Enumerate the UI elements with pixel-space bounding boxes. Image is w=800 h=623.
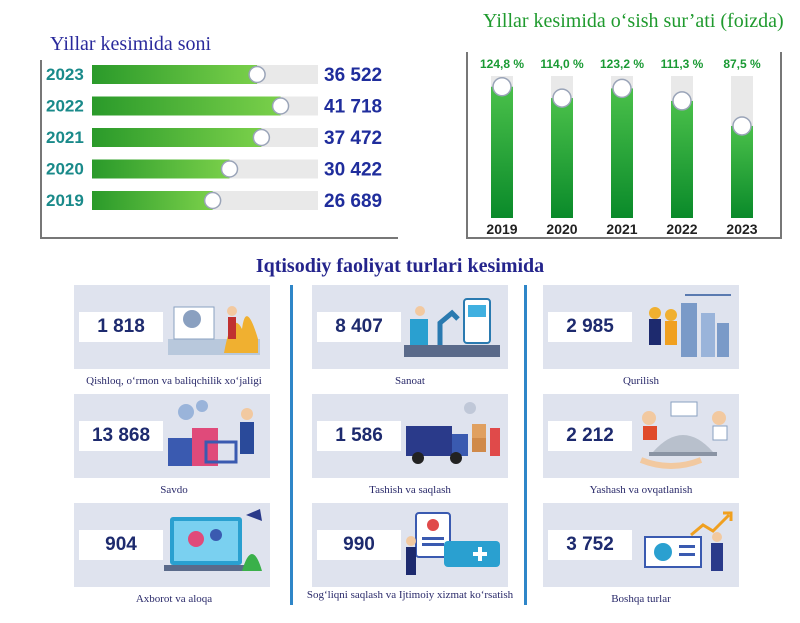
sector-value: 2 985	[548, 312, 632, 342]
v-category-label: 2020	[546, 221, 577, 237]
h-bar-knob	[271, 97, 290, 115]
sector-card-other: 3 752	[543, 503, 739, 587]
h-axis-frame	[40, 60, 398, 239]
h-value-label: 37 472	[324, 128, 382, 149]
h-bar	[92, 159, 230, 179]
sector-value: 990	[317, 530, 401, 560]
count-by-year-chart: 2023 36 522 2022 41 718 2021 37 472 2020 30 422…	[40, 60, 398, 239]
hospitality-illustration-icon	[639, 401, 728, 469]
sector-label: Boshqa turlar	[611, 593, 671, 605]
h-category-label: 2023	[46, 65, 84, 84]
h-value-label: 41 718	[324, 97, 382, 118]
sector-label: Axborot va aloqa	[135, 593, 213, 605]
h-bar	[92, 128, 262, 147]
v-value-label: 114,0 %	[540, 57, 584, 71]
sector-label: Sanoat	[395, 375, 425, 387]
sector-value: 3 752	[548, 530, 632, 560]
section-title: Iqtisodiy faoliyat turlari kesimida	[255, 255, 545, 277]
trade-illustration-icon	[168, 400, 254, 466]
h-category-label: 2021	[46, 128, 84, 147]
column-divider-1	[290, 285, 293, 605]
sector-card-trade: 13 868	[74, 394, 270, 478]
sector-label: Tashish va saqlash	[369, 484, 451, 496]
h-value-label: 30 422	[324, 160, 382, 181]
v-category-label: 2021	[606, 221, 637, 237]
column-divider-2	[524, 285, 527, 605]
agriculture-illustration-icon	[168, 306, 260, 355]
sector-card-hospitality: 2 212	[543, 394, 739, 478]
v-value-label: 111,3 %	[661, 57, 704, 71]
sector-label: Yashash va ovqatlanish	[589, 484, 693, 496]
sector-label: Qishloq, o‘rmon va baliqchilik xo‘jaligi	[86, 375, 262, 387]
h-bar-knob	[248, 65, 266, 84]
h-category-label: 2019	[46, 191, 84, 210]
v-bar	[671, 100, 693, 218]
v-bar	[551, 98, 573, 218]
v-category-label: 2022	[666, 221, 697, 237]
sector-value: 8 407	[317, 312, 401, 342]
sector-value: 2 212	[548, 421, 632, 451]
sector-card-agriculture: 1 818	[74, 285, 270, 369]
v-bar	[491, 86, 513, 219]
v-value-label: 87,5 %	[723, 57, 761, 71]
v-bar-knob	[732, 116, 752, 136]
v-axis-frame	[466, 52, 782, 239]
v-bar-knob	[612, 78, 632, 99]
sector-card-ict: 904	[74, 503, 270, 587]
v-category-label: 2023	[726, 221, 757, 237]
sector-card-health: 990	[312, 503, 508, 587]
h-bar	[92, 191, 213, 210]
sector-value: 1 818	[79, 312, 163, 342]
h-bar	[92, 96, 281, 116]
h-value-label: 26 689	[324, 191, 382, 212]
sector-value: 13 868	[79, 421, 163, 451]
construction-illustration-icon	[649, 294, 731, 357]
sector-value: 904	[79, 530, 163, 560]
v-bar-knob	[672, 91, 692, 111]
right-chart-title: Yillar kesimida o‘sish sur’ati (foizda)	[483, 10, 784, 32]
ict-illustration-icon	[164, 509, 262, 571]
h-value-label: 36 522	[324, 65, 382, 86]
v-bar	[731, 125, 753, 218]
h-bar-knob	[220, 160, 239, 178]
v-bar-knob	[552, 88, 572, 108]
h-bar-knob	[203, 191, 222, 210]
v-category-label: 2019	[486, 221, 517, 237]
sector-label: Sog‘liqni saqlash va Ijtimoiy xizmat ko‘…	[306, 589, 514, 601]
v-value-label: 123,2 %	[600, 57, 644, 71]
h-bar-knob	[252, 128, 271, 147]
sector-label: Qurilish	[622, 375, 660, 387]
v-bar	[611, 88, 633, 218]
sector-card-transport: 1 586	[312, 394, 508, 478]
growth-rate-chart: 124,8 % 2019 114,0 % 2020 123,2 % 2021 111,3 %…	[466, 52, 782, 239]
health-illustration-icon	[406, 512, 500, 575]
sector-label: Savdo	[160, 484, 188, 496]
other-illustration-icon	[644, 511, 733, 571]
industry-illustration-icon	[404, 298, 500, 357]
left-chart-title: Yillar kesimida soni	[50, 33, 212, 55]
sector-value: 1 586	[317, 421, 401, 451]
v-bar-knob	[492, 76, 512, 97]
sector-card-industry: 8 407	[312, 285, 508, 369]
transport-illustration-icon	[406, 402, 500, 464]
h-category-label: 2022	[46, 97, 84, 116]
h-bar	[92, 65, 258, 84]
h-category-label: 2020	[46, 160, 84, 179]
sector-card-construction: 2 985	[543, 285, 739, 369]
v-value-label: 124,8 %	[480, 57, 524, 71]
